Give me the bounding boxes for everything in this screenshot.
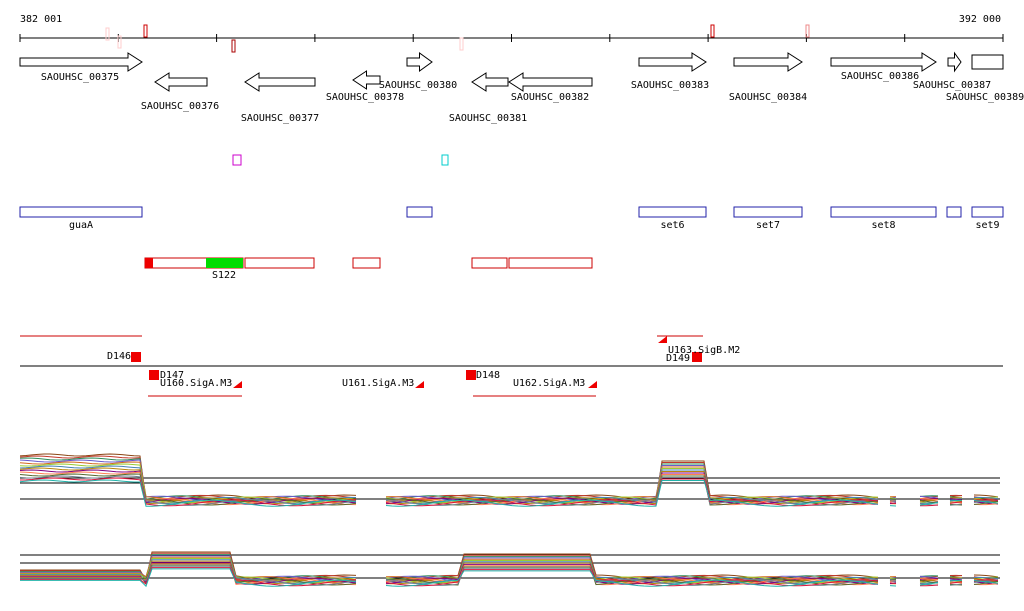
feature-label: guaA (69, 220, 93, 231)
feature-box (638, 206, 707, 218)
gene-arrow (638, 52, 707, 72)
annotation-box (692, 352, 702, 362)
region-box (352, 257, 381, 269)
feature-label: set8 (871, 220, 895, 231)
feature-box (733, 206, 803, 218)
gene-arrow (947, 51, 962, 73)
gene-label: SAOUHSC_00383 (631, 80, 709, 91)
feature-label: set6 (660, 220, 684, 231)
feature-box (19, 206, 143, 218)
feature-label: set7 (756, 220, 780, 231)
gene-arrow (244, 72, 316, 92)
expression-trace (20, 563, 999, 586)
region-highlight (206, 258, 243, 268)
annotation-flag (588, 381, 597, 388)
annotation-label: U160.SigA.M3 (160, 378, 232, 389)
marker (441, 154, 449, 166)
annotation-label: D146 (107, 351, 131, 362)
annotation-label: U162.SigA.M3 (513, 378, 585, 389)
feature-label: set9 (975, 220, 999, 231)
gene-arrow (471, 72, 509, 92)
gene-label: SAOUHSC_00382 (511, 92, 589, 103)
expression-trace (20, 567, 999, 587)
annotation-label: D148 (476, 370, 500, 381)
expression-trace (19, 475, 999, 506)
expression-trace (19, 477, 999, 507)
gene-label: SAOUHSC_00381 (449, 113, 527, 124)
ruler-mark (459, 37, 464, 51)
expression-trace (20, 568, 999, 588)
gene-label: SAOUHSC_00378 (326, 92, 404, 103)
ruler-mark (710, 24, 715, 38)
ruler-mark (143, 24, 148, 38)
gene-arrow (830, 52, 937, 72)
gene-label: SAOUHSC_00384 (729, 92, 807, 103)
region-box (244, 257, 315, 269)
gene-label: SAOUHSC_00386 (841, 71, 919, 82)
gene-arrow (508, 72, 593, 92)
annotation-label: U161.SigA.M3 (342, 378, 414, 389)
annotation-box (466, 370, 476, 380)
gene-arrow (19, 52, 143, 72)
marker (232, 154, 242, 166)
region-start (145, 258, 153, 268)
feature-box (830, 206, 937, 218)
gene-label: SAOUHSC_00377 (241, 113, 319, 124)
region-box (508, 257, 593, 269)
gene-arrow (733, 52, 803, 72)
gene-arrow (154, 72, 208, 92)
gene-arrow (406, 52, 433, 72)
annotation-flag (233, 381, 242, 388)
gene-label: SAOUHSC_00389 (946, 92, 1024, 103)
gene-label: SAOUHSC_00387 (913, 80, 991, 91)
expression-trace (19, 479, 999, 507)
annotation-label: D147 (160, 370, 184, 381)
ruler-mark (105, 27, 110, 41)
gene-label: SAOUHSC_00376 (141, 101, 219, 112)
ruler-mark (231, 39, 236, 53)
annotation-label: D149 (666, 353, 690, 364)
region-label: S122 (212, 270, 236, 281)
ruler-mark (805, 24, 810, 38)
ruler-mark (117, 35, 122, 49)
gene-label: SAOUHSC_00380 (379, 80, 457, 91)
gene-label: SAOUHSC_00375 (41, 72, 119, 83)
feature-box (406, 206, 433, 218)
annotation-flag (658, 336, 667, 343)
expression-trace (19, 459, 999, 503)
ruler-end: 392 000 (959, 14, 1001, 25)
annotation-label: U163.SigB.M2 (668, 345, 740, 356)
expression-trace (19, 471, 999, 506)
expression-tracks (19, 453, 1000, 588)
gene-arrow (352, 70, 381, 90)
feature-box (971, 206, 1004, 218)
annotation-flag (415, 381, 424, 388)
ruler-start: 382 001 (20, 14, 62, 25)
gene-arrow (971, 54, 1004, 70)
feature-box (946, 206, 962, 218)
expression-trace (20, 565, 999, 586)
annotation-box (131, 352, 141, 362)
annotation-box (149, 370, 159, 380)
region-box (471, 257, 508, 269)
